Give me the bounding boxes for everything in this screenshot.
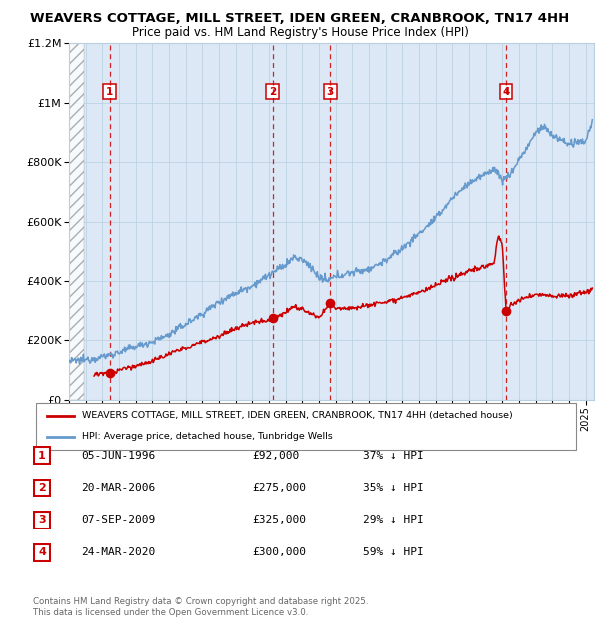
- Text: WEAVERS COTTAGE, MILL STREET, IDEN GREEN, CRANBROOK, TN17 4HH (detached house): WEAVERS COTTAGE, MILL STREET, IDEN GREEN…: [82, 411, 512, 420]
- Text: 1: 1: [106, 87, 113, 97]
- FancyBboxPatch shape: [34, 448, 50, 464]
- Text: 1: 1: [38, 451, 46, 461]
- Text: 29% ↓ HPI: 29% ↓ HPI: [363, 515, 424, 525]
- Text: WEAVERS COTTAGE, MILL STREET, IDEN GREEN, CRANBROOK, TN17 4HH: WEAVERS COTTAGE, MILL STREET, IDEN GREEN…: [31, 12, 569, 25]
- Text: 4: 4: [502, 87, 509, 97]
- FancyBboxPatch shape: [34, 512, 50, 528]
- Text: 2: 2: [269, 87, 276, 97]
- Text: Contains HM Land Registry data © Crown copyright and database right 2025.
This d: Contains HM Land Registry data © Crown c…: [33, 598, 368, 617]
- FancyBboxPatch shape: [36, 403, 576, 450]
- Text: £92,000: £92,000: [252, 451, 299, 461]
- Text: 35% ↓ HPI: 35% ↓ HPI: [363, 483, 424, 493]
- Text: 05-JUN-1996: 05-JUN-1996: [81, 451, 155, 461]
- Text: 24-MAR-2020: 24-MAR-2020: [81, 547, 155, 557]
- Text: 07-SEP-2009: 07-SEP-2009: [81, 515, 155, 525]
- Text: 2: 2: [38, 483, 46, 493]
- FancyBboxPatch shape: [34, 544, 50, 560]
- Text: 59% ↓ HPI: 59% ↓ HPI: [363, 547, 424, 557]
- Text: 20-MAR-2006: 20-MAR-2006: [81, 483, 155, 493]
- Text: 4: 4: [38, 547, 46, 557]
- Text: HPI: Average price, detached house, Tunbridge Wells: HPI: Average price, detached house, Tunb…: [82, 432, 332, 441]
- Text: 3: 3: [327, 87, 334, 97]
- Text: 3: 3: [38, 515, 46, 525]
- Text: 37% ↓ HPI: 37% ↓ HPI: [363, 451, 424, 461]
- Text: £325,000: £325,000: [252, 515, 306, 525]
- Text: £275,000: £275,000: [252, 483, 306, 493]
- Text: Price paid vs. HM Land Registry's House Price Index (HPI): Price paid vs. HM Land Registry's House …: [131, 26, 469, 39]
- Text: £300,000: £300,000: [252, 547, 306, 557]
- FancyBboxPatch shape: [34, 480, 50, 496]
